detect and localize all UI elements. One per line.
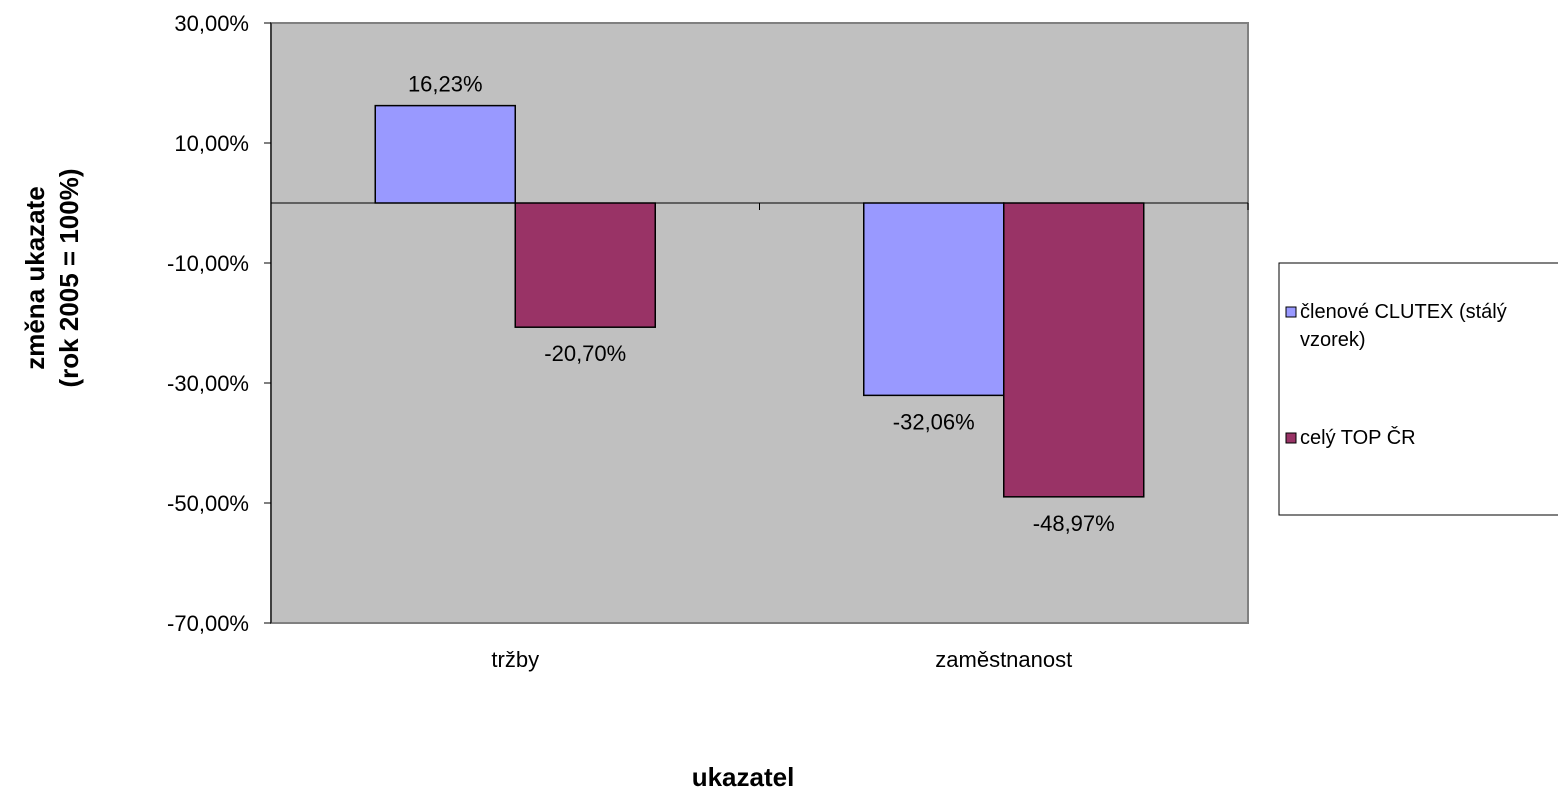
- legend-swatch: [1285, 432, 1297, 444]
- data-labels: 16,23% -20,70% -32,06% -48,97%: [408, 72, 1115, 536]
- x-tick-label: zaměstnanost: [935, 647, 1072, 672]
- legend-swatch: [1285, 306, 1297, 318]
- legend: členové CLUTEX (stálý vzorek) celý TOP ČR: [1278, 262, 1558, 516]
- y-axis-title-line: změna ukazate: [20, 186, 50, 370]
- data-label: 16,23%: [408, 72, 483, 97]
- y-tick-label: -10,00%: [167, 251, 249, 276]
- y-tick-label: -50,00%: [167, 491, 249, 516]
- legend-label: členové CLUTEX (stálý: [1300, 301, 1507, 323]
- y-axis-title-line: (rok 2005 = 100%): [54, 169, 84, 388]
- bar: [514, 202, 656, 328]
- y-tick-label: -70,00%: [167, 611, 249, 636]
- data-label: -32,06%: [893, 409, 975, 434]
- bars: [374, 104, 1145, 498]
- y-tick-label: 10,00%: [174, 131, 249, 156]
- legend-box: [1278, 262, 1558, 516]
- legend-label: vzorek): [1300, 329, 1366, 351]
- y-tick-label: -30,00%: [167, 371, 249, 396]
- bar: [863, 202, 1005, 397]
- x-axis-title: ukazatel: [692, 762, 795, 790]
- data-label: -48,97%: [1033, 511, 1115, 536]
- y-tick-label: 30,00%: [174, 11, 249, 36]
- x-tick-label: tržby: [491, 647, 539, 672]
- bar: [374, 104, 516, 204]
- bar: [1003, 202, 1145, 498]
- legend-label: celý TOP ČR: [1300, 426, 1416, 449]
- y-axis: 30,00% 10,00% -10,00% -30,00% -50,00% -70,00%: [167, 11, 272, 636]
- y-axis-title: změna ukazate (rok 2005 = 100%): [20, 169, 84, 388]
- data-label: -20,70%: [544, 341, 626, 366]
